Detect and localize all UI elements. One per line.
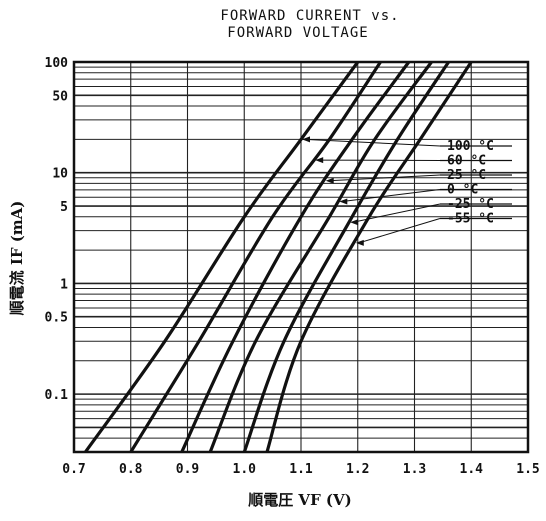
y-tick-label: 0.5 [45, 311, 68, 326]
y-tick-label: 5 [60, 200, 68, 215]
grid [74, 62, 528, 452]
chart-title: FORWARD CURRENT vs. [220, 8, 399, 24]
x-tick-label: 1.3 [403, 462, 426, 477]
chart-subtitle: FORWARD VOLTAGE [227, 25, 368, 41]
x-tick-label: 0.7 [62, 462, 85, 477]
x-axis-label: 順電圧 VF (V) [247, 491, 352, 509]
x-tick-label: 1.4 [460, 462, 484, 477]
legend-arrowhead [356, 240, 364, 246]
legend: 100 °C60 °C25 °C0 °C-25 °C-55 °C [302, 136, 512, 246]
legend-leader-line [342, 190, 440, 202]
x-tick-label: 1.2 [346, 462, 369, 477]
x-tick-label: 0.8 [119, 462, 143, 477]
x-tick-labels: 0.7 0.8 0.9 1.0 1.1 1.2 1.3 1.4 1.5 [62, 462, 539, 477]
y-axis-label: 順電流 IF (mA) [8, 201, 26, 317]
y-tick-labels: 0.1 0.5 1 5 10 50 100 [45, 56, 69, 403]
y-tick-label: 0.1 [45, 388, 69, 403]
x-tick-label: 0.9 [176, 462, 199, 477]
x-tick-label: 1.1 [289, 462, 313, 477]
y-tick-label: 50 [52, 89, 68, 104]
x-tick-label: 1.0 [233, 462, 257, 477]
y-tick-label: 1 [60, 277, 68, 292]
x-tick-label: 1.5 [516, 462, 539, 477]
y-tick-label: 10 [52, 167, 68, 182]
y-tick-label: 100 [45, 56, 69, 71]
